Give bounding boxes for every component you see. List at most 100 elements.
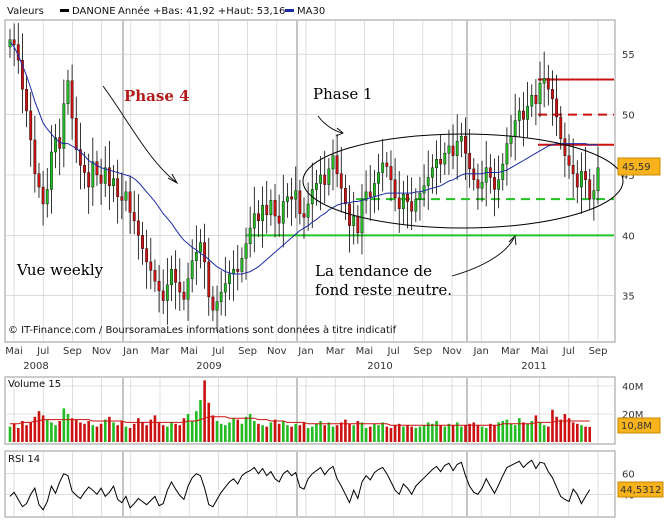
- volume-bar: [435, 421, 438, 442]
- annotation-phase1: Phase 1: [313, 85, 373, 103]
- volume-bar: [414, 428, 418, 442]
- candle-body: [459, 136, 463, 142]
- volume-bar: [281, 421, 285, 442]
- volume-last-badge: [617, 417, 661, 434]
- candle-body: [509, 136, 513, 144]
- candle-body: [426, 177, 430, 187]
- volume-bar: [186, 414, 190, 442]
- volume-bar: [174, 423, 177, 442]
- candle-body: [546, 78, 550, 90]
- volume-bar: [422, 425, 426, 442]
- candle-body: [37, 173, 41, 188]
- candle-body: [165, 284, 169, 301]
- volume-bar: [277, 423, 281, 442]
- x-tick-label: Jul: [387, 346, 400, 357]
- volume-bar: [240, 423, 244, 442]
- candle-body: [50, 151, 53, 190]
- volume-bar: [522, 422, 525, 442]
- candle-body: [464, 136, 467, 154]
- volume-bar: [37, 411, 41, 442]
- axis-labels-layer: Mai Jul Sep Nov Jan Mar Mai Jul Sep Nov Jan Mar Mai J…: [5, 50, 643, 501]
- y-tick-label: 45: [622, 171, 635, 182]
- volume-bar: [290, 426, 293, 442]
- phase1-ellipse: [302, 133, 624, 229]
- x-tick-label: Mar: [151, 346, 171, 357]
- candle-body: [161, 290, 165, 301]
- volume-bar: [555, 416, 558, 442]
- volume-bar: [335, 425, 339, 442]
- volume-bar: [418, 426, 422, 442]
- volume-bar: [567, 418, 571, 442]
- candle-body: [83, 165, 86, 173]
- volume-bar: [410, 426, 413, 442]
- candle-body: [472, 168, 476, 180]
- candle-body: [559, 116, 563, 139]
- candle-body: [542, 78, 546, 84]
- volume-bar: [323, 425, 327, 442]
- candle-body: [182, 291, 186, 300]
- volume-bar: [493, 425, 496, 442]
- year-label: 2011: [521, 361, 546, 372]
- candle-body: [240, 258, 244, 272]
- rsi-last-label: 44,5312: [620, 485, 661, 496]
- volume-bar: [211, 415, 215, 442]
- candle-body: [551, 89, 554, 100]
- ma-swatch: [285, 9, 294, 12]
- candle-body: [203, 242, 207, 263]
- ticker-swatch: [60, 9, 69, 12]
- volume-bar: [501, 421, 505, 442]
- volume-bar: [327, 422, 331, 442]
- volume-bar: [509, 423, 513, 442]
- volume-bar: [153, 415, 157, 442]
- candle-body: [286, 196, 289, 202]
- volume-bar: [33, 416, 37, 442]
- candle-body: [323, 174, 327, 185]
- volume-bar: [389, 428, 393, 442]
- candle-body: [331, 155, 335, 170]
- candle-body: [356, 215, 360, 234]
- volume-bar: [261, 425, 264, 442]
- volume-bar: [447, 423, 451, 442]
- volume-bar: [91, 425, 95, 442]
- volume-bar: [124, 426, 128, 442]
- header-label: Valeurs: [7, 6, 44, 17]
- x-tick-label: Sep: [238, 346, 257, 357]
- candle-body: [281, 201, 285, 224]
- candle-body: [62, 103, 66, 149]
- candle-body: [418, 192, 422, 200]
- volume-bar: [513, 425, 517, 442]
- volume-bar: [559, 419, 563, 442]
- x-tick-label: Mai: [5, 346, 23, 357]
- x-tick-label: Jan: [122, 346, 138, 357]
- last-price-label: 45,59: [622, 162, 651, 173]
- candle-body: [178, 282, 182, 293]
- annotation-phase4: Phase 4: [124, 87, 190, 105]
- candle-body: [248, 227, 252, 245]
- volume-bar: [157, 422, 161, 442]
- volume-bar: [120, 421, 124, 442]
- volume-bar: [21, 421, 24, 442]
- volume-bar: [108, 416, 111, 442]
- candle-body: [199, 242, 202, 253]
- candle-body: [116, 178, 120, 197]
- candle-body: [186, 278, 190, 300]
- volume-bar: [149, 419, 153, 442]
- volume-bar: [199, 400, 202, 442]
- candle-body: [149, 261, 153, 271]
- volume-bar: [588, 426, 592, 442]
- candle-body: [45, 189, 49, 205]
- x-tick-label: Nov: [92, 346, 112, 357]
- candle-body: [170, 268, 173, 286]
- candle-body: [468, 153, 472, 170]
- volume-bar: [29, 422, 33, 442]
- candle-body: [422, 185, 426, 194]
- volume-bar: [257, 423, 260, 442]
- candle-body: [136, 220, 140, 236]
- candle-body: [410, 201, 414, 212]
- candle-body: [368, 191, 372, 197]
- volume-bar: [83, 423, 86, 442]
- volume-bar: [190, 421, 194, 442]
- candle-body: [265, 204, 269, 216]
- candle-body: [497, 179, 501, 190]
- candle-body: [120, 196, 124, 201]
